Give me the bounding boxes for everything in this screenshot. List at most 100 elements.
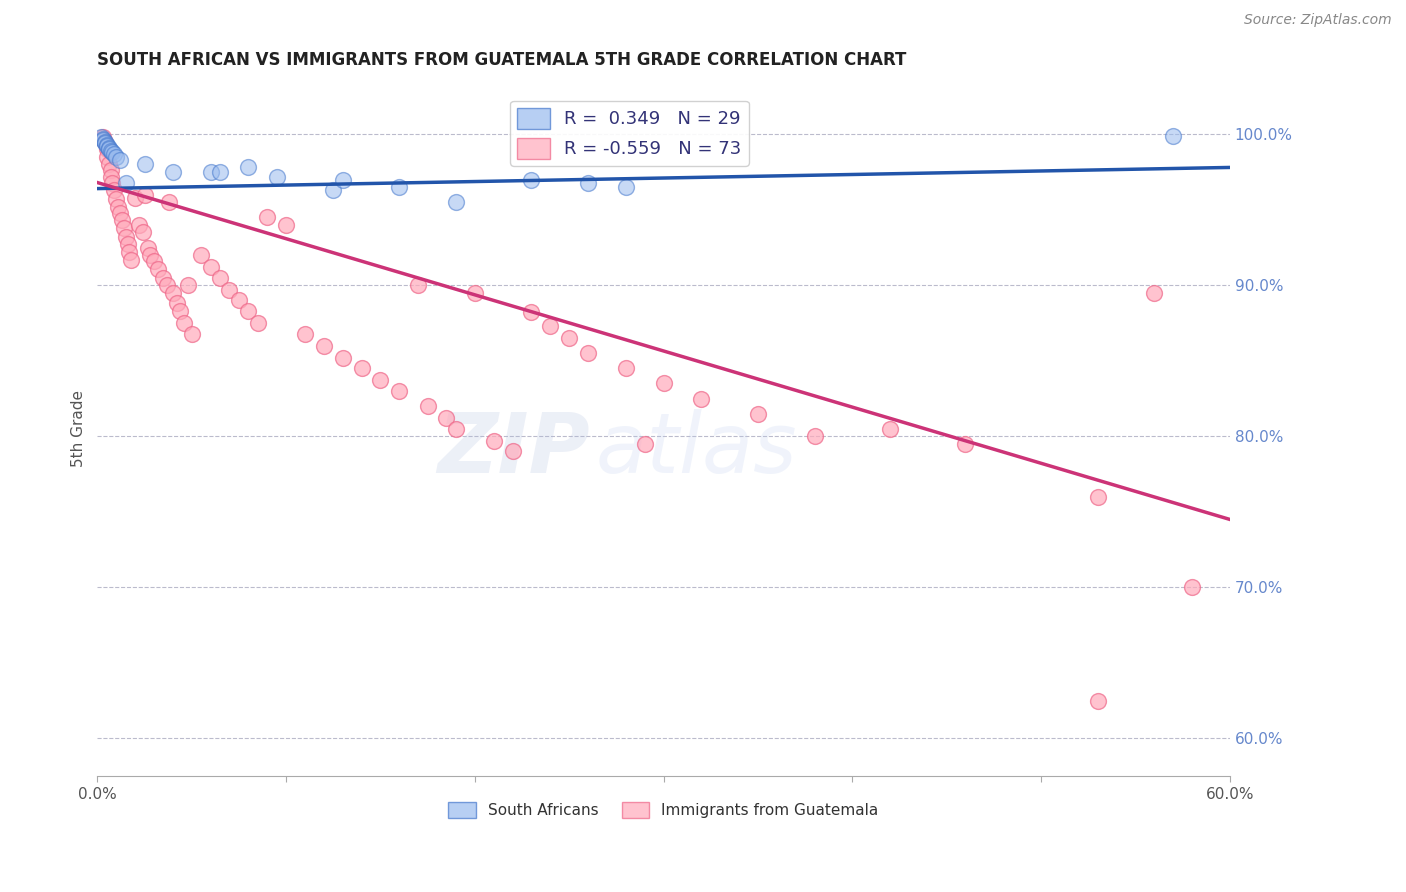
- Point: [105, 150, 128, 164]
- Point: [538, 319, 561, 334]
- Point: [91, 130, 114, 145]
- Point: [200, 165, 222, 179]
- Point: [444, 422, 467, 436]
- Point: [162, 285, 184, 300]
- Point: [406, 278, 429, 293]
- Point: [558, 331, 581, 345]
- Point: [131, 226, 153, 240]
- Text: ZIP: ZIP: [437, 409, 591, 490]
- Point: [200, 260, 222, 274]
- Point: [256, 211, 278, 225]
- Point: [101, 176, 124, 190]
- Point: [162, 165, 184, 179]
- Point: [124, 191, 146, 205]
- Point: [94, 136, 117, 151]
- Point: [690, 392, 713, 406]
- Point: [464, 285, 486, 300]
- Point: [520, 172, 543, 186]
- Point: [91, 133, 114, 147]
- Point: [502, 444, 524, 458]
- Point: [1143, 285, 1166, 300]
- Point: [94, 135, 117, 149]
- Point: [108, 206, 131, 220]
- Point: [238, 161, 260, 175]
- Point: [312, 339, 335, 353]
- Point: [218, 283, 240, 297]
- Point: [105, 192, 128, 206]
- Point: [96, 139, 118, 153]
- Point: [747, 407, 769, 421]
- Point: [614, 361, 637, 376]
- Point: [416, 399, 439, 413]
- Point: [96, 137, 118, 152]
- Point: [238, 304, 260, 318]
- Point: [169, 304, 191, 318]
- Point: [177, 278, 200, 293]
- Point: [322, 183, 344, 197]
- Point: [1181, 580, 1204, 594]
- Point: [134, 187, 156, 202]
- Point: [576, 176, 599, 190]
- Point: [111, 213, 134, 227]
- Point: [652, 376, 675, 391]
- Point: [388, 180, 411, 194]
- Point: [1161, 128, 1184, 143]
- Point: [180, 326, 202, 341]
- Point: [208, 165, 231, 179]
- Point: [274, 218, 297, 232]
- Point: [107, 200, 129, 214]
- Point: [90, 130, 112, 145]
- Point: [157, 195, 180, 210]
- Point: [879, 422, 901, 436]
- Point: [350, 361, 373, 376]
- Point: [96, 142, 118, 156]
- Point: [246, 316, 269, 330]
- Point: [370, 373, 392, 387]
- Point: [156, 278, 179, 293]
- Point: [190, 248, 212, 262]
- Point: [103, 183, 125, 197]
- Point: [166, 296, 188, 310]
- Point: [388, 384, 411, 398]
- Point: [436, 411, 458, 425]
- Point: [114, 176, 136, 190]
- Point: [101, 145, 124, 160]
- Point: [444, 195, 467, 210]
- Point: [1087, 490, 1109, 504]
- Point: [482, 434, 505, 448]
- Legend: South Africans, Immigrants from Guatemala: South Africans, Immigrants from Guatemal…: [443, 796, 884, 824]
- Point: [112, 220, 135, 235]
- Text: atlas: atlas: [596, 409, 797, 490]
- Point: [332, 351, 354, 365]
- Point: [128, 218, 150, 232]
- Point: [143, 254, 166, 268]
- Point: [118, 245, 141, 260]
- Point: [120, 252, 142, 267]
- Point: [332, 172, 354, 186]
- Point: [173, 316, 195, 330]
- Point: [803, 429, 825, 443]
- Y-axis label: 5th Grade: 5th Grade: [72, 391, 86, 467]
- Point: [146, 261, 169, 276]
- Point: [97, 141, 120, 155]
- Point: [139, 248, 162, 262]
- Point: [955, 437, 977, 451]
- Point: [97, 157, 120, 171]
- Point: [634, 437, 657, 451]
- Point: [103, 146, 125, 161]
- Point: [97, 142, 120, 156]
- Point: [294, 326, 316, 341]
- Point: [208, 270, 231, 285]
- Point: [114, 230, 136, 244]
- Point: [152, 270, 174, 285]
- Point: [108, 153, 131, 167]
- Point: [100, 169, 122, 184]
- Point: [228, 293, 250, 308]
- Point: [96, 150, 118, 164]
- Point: [136, 240, 159, 254]
- Point: [117, 237, 139, 252]
- Point: [1087, 693, 1109, 707]
- Point: [520, 305, 543, 319]
- Point: [91, 132, 114, 146]
- Point: [266, 169, 288, 184]
